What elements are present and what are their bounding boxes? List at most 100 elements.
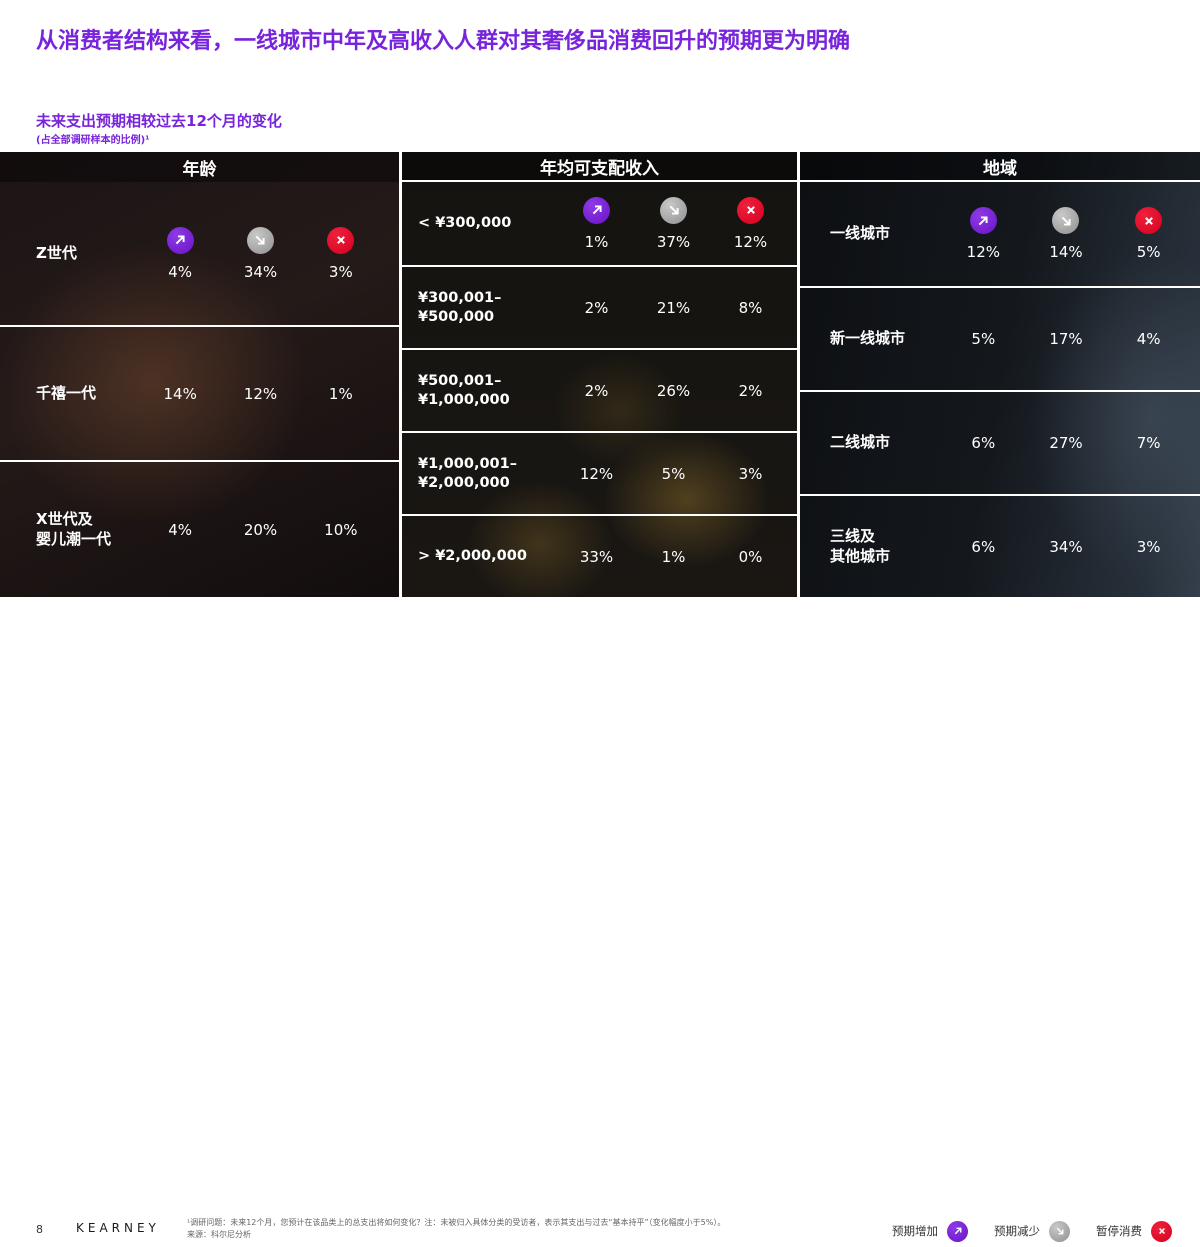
table-row: > ¥2,000,000 33% 1% 0%	[402, 514, 797, 597]
kearney-logo: KEARNEY	[76, 1221, 160, 1235]
x-mark-icon	[327, 226, 355, 254]
stop-value: 7%	[1136, 434, 1161, 452]
arrow-down-right-icon	[660, 196, 687, 224]
table-row: X世代及 婴儿潮一代 4% 20% 10%	[0, 460, 399, 597]
panel-region-header: 地域	[800, 152, 1200, 182]
row-label: 新一线城市	[830, 329, 906, 348]
panel-age-header: 年龄	[0, 152, 399, 182]
x-mark-icon	[737, 196, 764, 224]
increase-value: 6%	[971, 434, 996, 452]
panel-region: 地域 一线城市 12% 14% 5% 新一线城市 5% 17% 4% 二线城市 …	[800, 152, 1200, 597]
footnote-line-2: 来源：科尔尼分析	[187, 1230, 251, 1240]
arrow-down-right-icon	[246, 226, 274, 254]
row-label: Z世代	[36, 243, 77, 262]
arrow-down-right-icon	[1052, 207, 1080, 234]
footnote: ¹调研问题：未来12个月，您预计在该品类上的总支出将如何变化？注：未被归入具体分…	[187, 1217, 797, 1242]
decrease-value: 14%	[1049, 243, 1083, 261]
table-row: ¥500,001– ¥1,000,000 2% 26% 2%	[402, 348, 797, 431]
decrease-value: 37%	[656, 232, 691, 251]
stop-cell: 12%	[712, 196, 789, 251]
legend: 预期增加 预期减少 暂停消费	[892, 1215, 1172, 1247]
increase-value: 1%	[584, 232, 609, 251]
stop-cell: 3%	[301, 226, 381, 281]
stop-value: 3%	[1136, 537, 1161, 556]
panel-age: 年龄 Z世代 4% 34% 3% 千禧一代 14% 12% 1% X世代及 婴儿…	[0, 152, 399, 597]
table-row: ¥1,000,001– ¥2,000,000 12% 5% 3%	[402, 431, 797, 514]
table-row: 千禧一代 14% 12% 1%	[0, 325, 399, 460]
increase-value: 4%	[168, 520, 193, 539]
table-row: 二线城市 6% 27% 7%	[800, 390, 1200, 494]
stop-value: 3%	[328, 262, 353, 281]
stop-value: 5%	[1136, 243, 1161, 261]
arrow-up-right-icon	[166, 226, 194, 254]
increase-cell: 1%	[558, 196, 635, 251]
table-row: 三线及 其他城市 6% 34% 3%	[800, 494, 1200, 597]
table-row: 新一线城市 5% 17% 4%	[800, 286, 1200, 390]
increase-cell: 12%	[942, 207, 1025, 261]
stop-cell: 5%	[1107, 207, 1190, 261]
decrease-value: 1%	[661, 547, 686, 566]
legend-item-stop: 暂停消费	[1096, 1220, 1172, 1242]
row-label: 三线及 其他城市	[830, 527, 891, 565]
increase-value: 14%	[163, 384, 197, 403]
decrease-value: 5%	[661, 464, 686, 483]
page-number: 8	[36, 1223, 43, 1236]
arrow-down-right-icon	[1049, 1220, 1070, 1242]
decrease-value: 34%	[1049, 537, 1083, 556]
stop-value: 0%	[738, 547, 763, 566]
decrease-value: 17%	[1049, 330, 1083, 348]
row-label: 千禧一代	[36, 383, 97, 402]
row-label: ¥1,000,001– ¥2,000,000	[418, 455, 517, 491]
decrease-value: 27%	[1049, 434, 1083, 452]
table-row: ¥300,001– ¥500,000 2% 21% 8%	[402, 265, 797, 348]
row-label: 一线城市	[830, 224, 891, 243]
x-mark-icon	[1135, 207, 1163, 234]
row-label: ¥300,001– ¥500,000	[418, 289, 502, 325]
arrow-up-right-icon	[583, 196, 610, 224]
legend-item-decrease: 预期减少	[994, 1220, 1070, 1242]
row-label: 二线城市	[830, 433, 891, 452]
table-row: < ¥300,000 1% 37% 12%	[402, 182, 797, 265]
decrease-value: 20%	[243, 520, 278, 539]
increase-value: 2%	[584, 381, 609, 400]
decrease-cell: 34%	[220, 226, 300, 281]
increase-value: 6%	[971, 537, 996, 556]
legend-label: 预期增加	[892, 1224, 938, 1238]
footer: 8 KEARNEY ¹调研问题：未来12个月，您预计在该品类上的总支出将如何变化…	[0, 597, 1200, 1242]
row-label: X世代及 婴儿潮一代	[36, 510, 112, 548]
legend-label: 预期减少	[994, 1224, 1040, 1238]
decrease-cell: 14%	[1025, 207, 1108, 261]
slide-title: 从消费者结构来看，一线城市中年及高收入人群对其奢侈品消费回升的预期更为明确	[36, 29, 851, 54]
decrease-value: 21%	[656, 298, 691, 317]
legend-label: 暂停消费	[1096, 1224, 1142, 1238]
stop-value: 1%	[328, 384, 353, 403]
row-label: < ¥300,000	[418, 215, 512, 232]
stop-value: 12%	[733, 232, 768, 251]
increase-value: 2%	[584, 298, 609, 317]
panel-income: 年均可支配收入 < ¥300,000 1% 37% 12% ¥300,001– …	[402, 152, 797, 597]
stop-value: 8%	[738, 298, 763, 317]
table-row: Z世代 4% 34% 3%	[0, 182, 399, 325]
row-label: > ¥2,000,000	[418, 548, 527, 565]
stop-value: 4%	[1136, 330, 1161, 348]
stop-value: 3%	[738, 464, 763, 483]
arrow-up-right-icon	[969, 207, 997, 234]
chart-subtitle: 未来支出预期相较过去12个月的变化	[36, 112, 282, 130]
legend-item-increase: 预期增加	[892, 1220, 968, 1242]
increase-cell: 4%	[140, 226, 220, 281]
row-label: ¥500,001– ¥1,000,000	[418, 372, 510, 408]
increase-value: 12%	[966, 243, 1000, 261]
chart-subtitle-note: (占全部调研样本的比例)¹	[36, 135, 150, 146]
footnote-line-1: ¹调研问题：未来12个月，您预计在该品类上的总支出将如何变化？注：未被归入具体分…	[187, 1218, 726, 1227]
decrease-value: 26%	[656, 381, 691, 400]
decrease-cell: 37%	[635, 196, 712, 251]
table-row: 一线城市 12% 14% 5%	[800, 182, 1200, 286]
decrease-value: 12%	[243, 384, 278, 403]
increase-value: 33%	[579, 547, 614, 566]
increase-value: 5%	[971, 330, 996, 348]
panel-income-header: 年均可支配收入	[402, 152, 797, 182]
x-mark-icon	[1151, 1220, 1172, 1242]
decrease-value: 34%	[243, 262, 278, 281]
increase-value: 4%	[168, 262, 193, 281]
arrow-up-right-icon	[947, 1220, 968, 1242]
